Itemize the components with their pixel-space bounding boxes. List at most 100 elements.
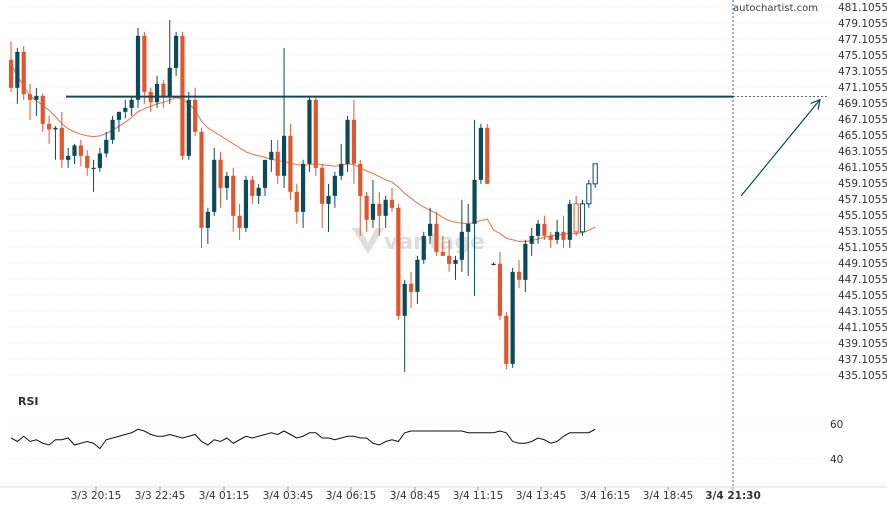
candle (40, 93, 45, 132)
candle-body (269, 151, 274, 160)
candle-body (40, 95, 45, 124)
candle-body (15, 51, 20, 88)
candle-body (186, 99, 191, 156)
candle (396, 203, 401, 320)
candle-body (205, 211, 210, 228)
rsi-panel: 60 40 (8, 419, 843, 466)
candle-body (72, 145, 77, 156)
candle-body (281, 135, 287, 176)
candle (339, 143, 344, 180)
candle (440, 235, 445, 256)
candle (199, 127, 204, 248)
candle-body (129, 99, 134, 108)
candle (212, 147, 217, 216)
price-tick-label: 479.1055 (838, 18, 887, 30)
candle (510, 267, 515, 368)
candle-body (516, 271, 522, 280)
candles (8, 19, 598, 372)
candle-body (110, 119, 115, 140)
time-tick-label: 3/4 16:15 (580, 490, 631, 502)
candle (466, 203, 471, 276)
candle-body (586, 183, 592, 205)
candle-body (573, 203, 579, 233)
candle-body (447, 255, 452, 264)
price-tick-label: 469.1055 (838, 98, 887, 110)
candle-body (339, 163, 344, 176)
candle-body (370, 203, 376, 220)
time-tick-label: 3/4 01:15 (199, 490, 250, 502)
price-tick-label: 461.1055 (838, 162, 887, 174)
candle (447, 239, 452, 272)
candle (135, 27, 141, 108)
price-tick-label: 443.1055 (838, 306, 887, 318)
candle (561, 215, 566, 248)
candle (579, 199, 586, 236)
candle-body (389, 199, 395, 208)
candle-body (472, 179, 477, 224)
candle (205, 207, 210, 244)
price-tick-label: 459.1055 (838, 178, 887, 190)
candle-body (408, 283, 414, 292)
candle (592, 163, 598, 188)
candle (59, 111, 64, 168)
candle (358, 159, 363, 236)
candle (269, 139, 274, 172)
rsi-tick-label: 60 (830, 419, 843, 431)
candle-body (212, 159, 217, 212)
candle (542, 215, 547, 240)
candle-body (288, 135, 293, 192)
candle-body (116, 111, 122, 120)
candle (34, 87, 39, 116)
candle (351, 99, 356, 184)
candle (345, 115, 350, 172)
candle-body (161, 83, 166, 98)
candle (237, 203, 242, 240)
rsi-tick-label: 40 (830, 454, 843, 466)
candle-body (97, 153, 102, 168)
projection-arrow (740, 98, 821, 197)
candle (250, 175, 255, 204)
candle-body (504, 315, 509, 364)
candle (485, 123, 490, 184)
time-tick-label: 3/3 22:45 (135, 490, 186, 502)
candle (313, 95, 318, 176)
projection-arrow-head-icon (810, 98, 821, 110)
price-tick-label: 437.1055 (838, 354, 887, 366)
candle-body (351, 119, 356, 164)
candle-body (256, 187, 261, 196)
candle (193, 87, 198, 136)
candle (364, 191, 369, 232)
candle-body (579, 203, 586, 233)
candle (453, 255, 458, 280)
time-tick-label: 3/4 08:45 (390, 490, 441, 502)
candle (421, 231, 426, 264)
candle-body (224, 175, 229, 188)
candle-body (428, 223, 433, 236)
candle (27, 83, 33, 120)
candle-body (21, 51, 26, 95)
candle-body (421, 235, 426, 260)
candle-body (123, 107, 128, 112)
price-tick-label: 457.1055 (838, 194, 887, 206)
rsi-label: RSI (18, 395, 39, 408)
candle-body (542, 223, 547, 236)
candle-body (307, 99, 312, 164)
candle (389, 187, 395, 212)
watermark: vantage PLUS (352, 228, 485, 262)
candle-body (313, 99, 318, 168)
candle-body (459, 231, 464, 260)
candle (491, 262, 496, 266)
candle (548, 231, 553, 248)
candle (504, 311, 509, 370)
candle-body (453, 259, 458, 264)
candle (415, 255, 420, 304)
candle-body (592, 163, 598, 185)
price-tick-label: 453.1055 (838, 226, 887, 238)
candle-body (275, 151, 280, 176)
candle-body (142, 35, 147, 92)
price-tick-label: 467.1055 (838, 114, 887, 126)
time-tick-label: 3/4 13:45 (516, 490, 567, 502)
price-tick-label: 471.1055 (838, 82, 887, 94)
time-tick-label: 3/4 21:30 (705, 490, 761, 502)
candle-body (91, 167, 96, 170)
